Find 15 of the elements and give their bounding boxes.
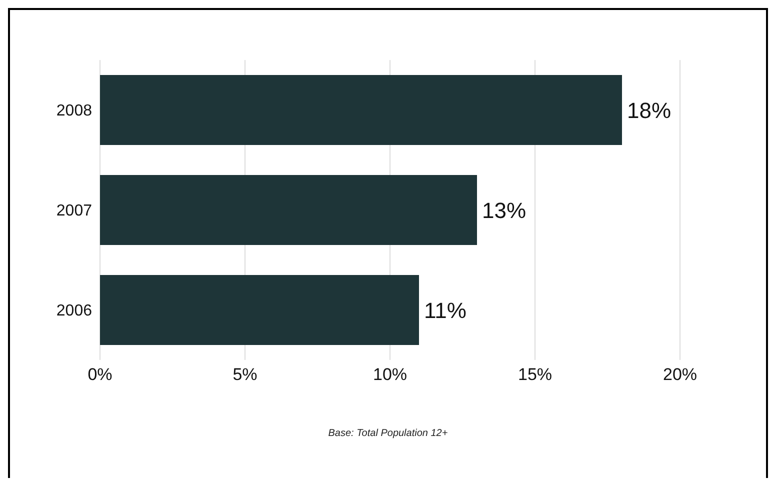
bar	[100, 275, 419, 345]
y-tick-label: 2006	[56, 302, 92, 320]
x-tick-label: 0%	[88, 365, 112, 384]
data-label: 18%	[627, 98, 672, 123]
y-tick-label: 2007	[56, 202, 92, 220]
x-tick-label: 10%	[372, 365, 408, 384]
x-tick-label: 5%	[232, 365, 258, 384]
bar	[100, 75, 622, 145]
data-label: 13%	[482, 198, 526, 223]
x-tick-label: 20%	[662, 365, 698, 384]
bar	[100, 175, 477, 245]
y-tick-label: 2008	[56, 102, 92, 120]
data-label: 11%	[424, 298, 466, 323]
x-tick-label: 15%	[518, 365, 552, 384]
text: Base: Total Population 12+	[327, 428, 449, 439]
